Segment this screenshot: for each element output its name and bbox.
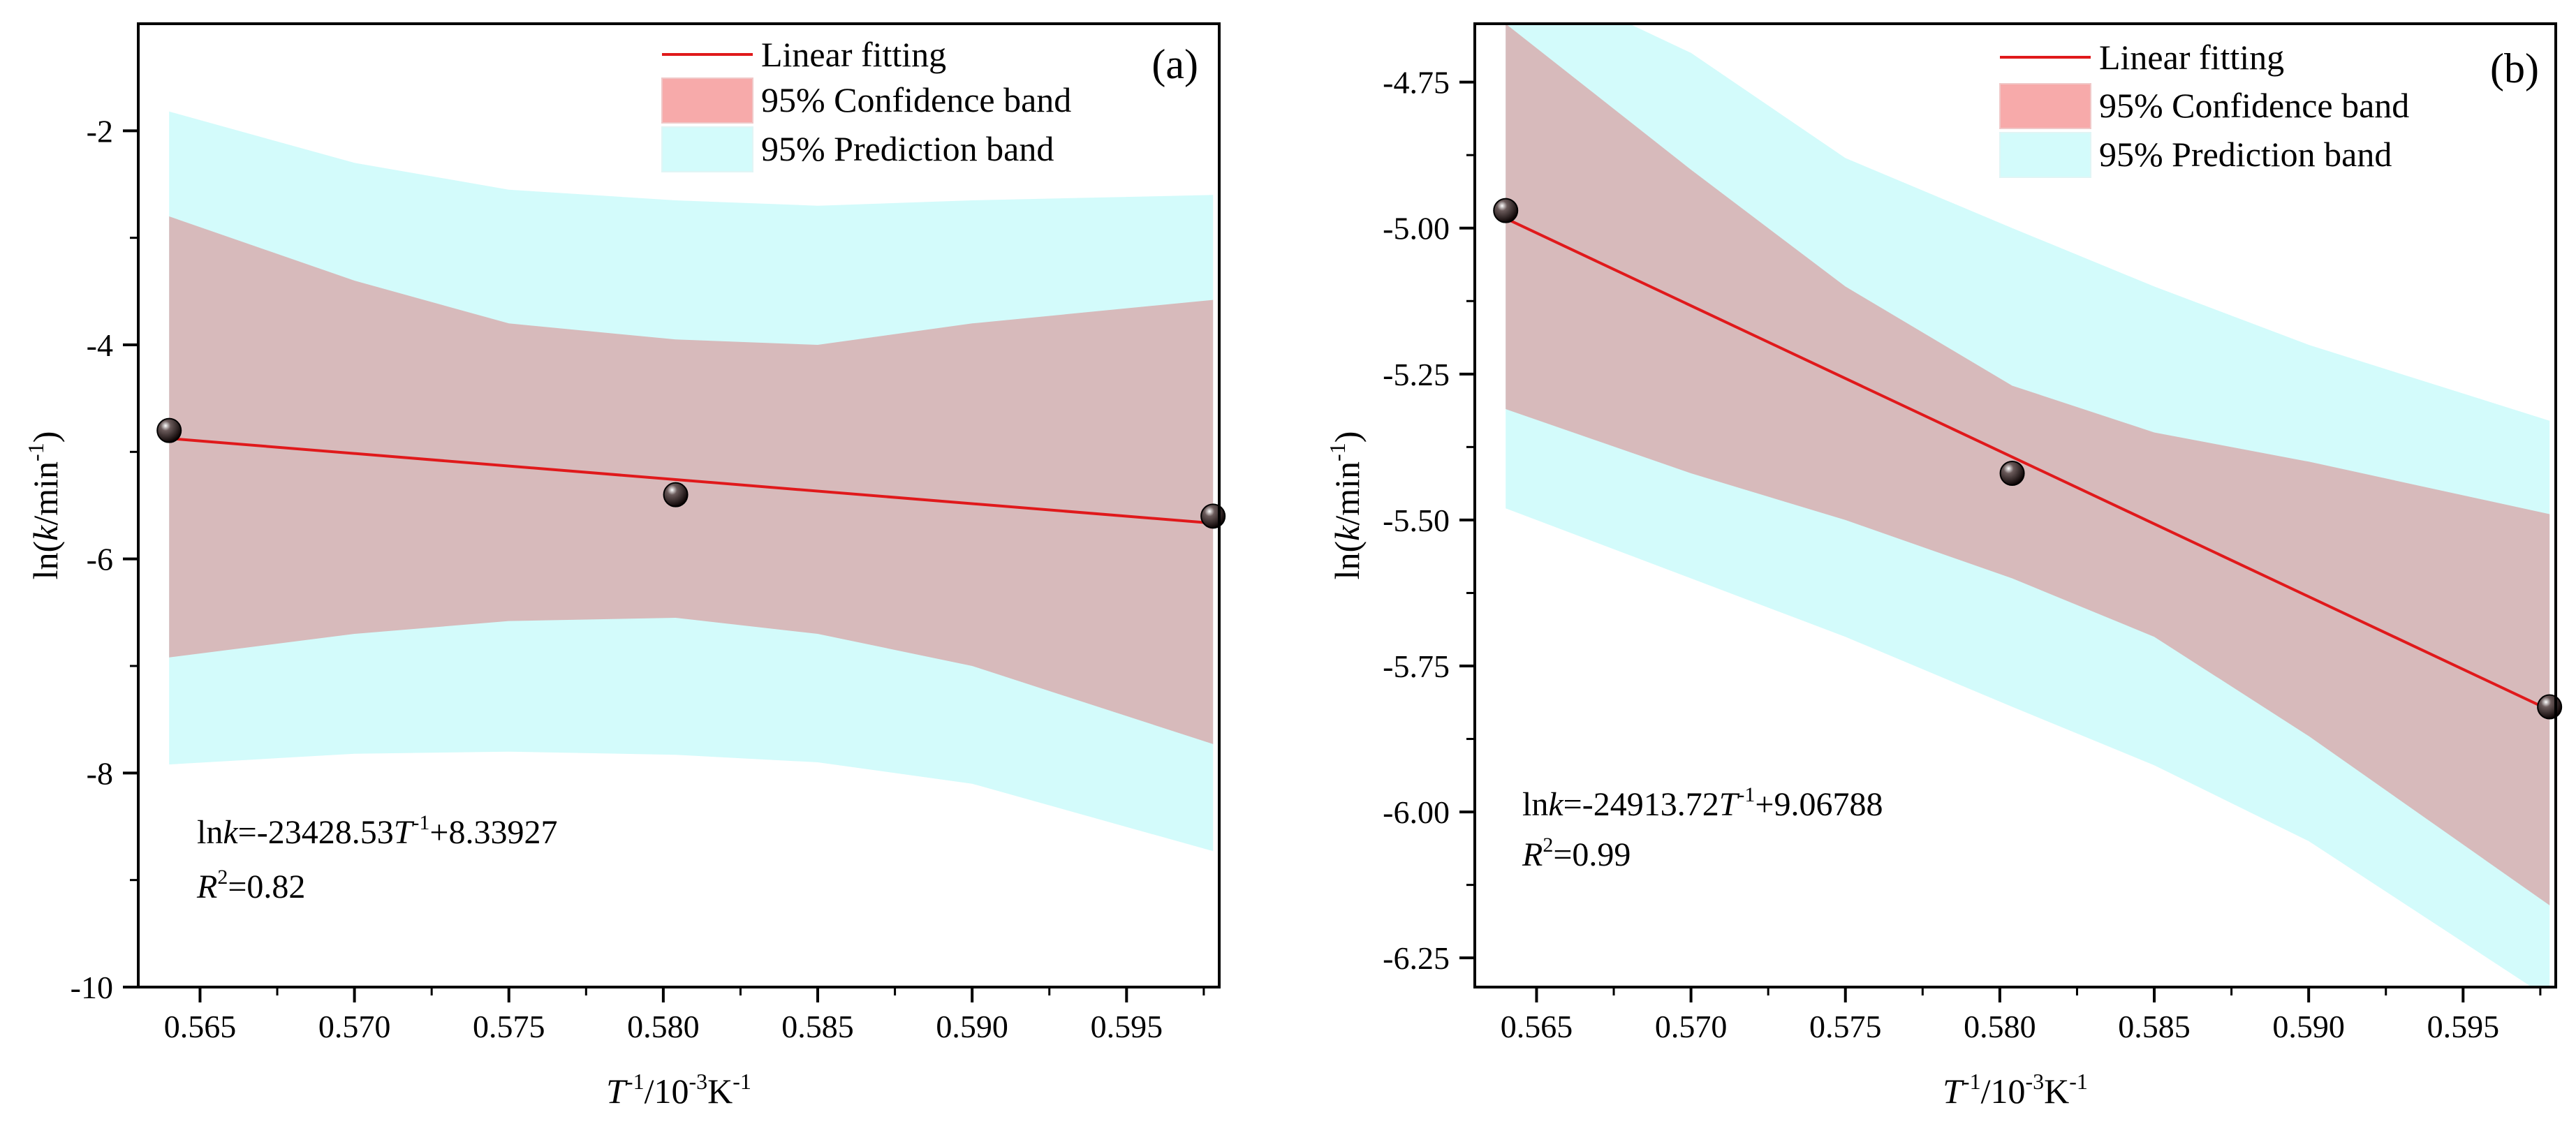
y-axis-ticks: -4.75 -5.00 -5.25 -5.50 -5.75 -6.00 -6.25: [1383, 65, 1475, 976]
panel-label: (a): [1151, 41, 1198, 87]
plot-frame: [137, 22, 1221, 988]
x-tick-label: 0.575: [1809, 1009, 1882, 1044]
y-tick-label: -8: [87, 755, 113, 791]
legend-prediction-swatch: [1999, 132, 2091, 178]
x-tick-label: 0.585: [781, 1009, 854, 1044]
x-tick-label: 0.585: [2118, 1009, 2191, 1044]
legend-confidence-label: 95% Confidence band: [2099, 86, 2409, 125]
x-tick-label: 0.595: [2427, 1009, 2500, 1044]
y-tick-label: -4.75: [1383, 65, 1450, 101]
panel-label: (b): [2490, 45, 2539, 91]
y-tick-label: -5.75: [1383, 649, 1450, 684]
panel-b: 0.565 0.570 0.575 0.580 0.585 0.590 0.595 -4.7…: [1325, 22, 2563, 1111]
data-point: [1493, 198, 1519, 223]
y-tick-label: -5.00: [1383, 211, 1450, 246]
legend-confidence-label: 95% Confidence band: [761, 80, 1071, 119]
data-point: [156, 417, 182, 443]
y-tick-label: -10: [71, 970, 113, 1005]
r-squared: R2=0.82: [196, 866, 305, 905]
y-tick-label: -4: [87, 327, 113, 363]
x-axis-title: T-1/10-3K-1: [1943, 1069, 2088, 1111]
x-tick-label: 0.565: [1501, 1009, 1573, 1044]
fit-line: [1505, 217, 2551, 711]
data-point: [663, 482, 689, 508]
legend-confidence-swatch: [661, 77, 753, 124]
data-point: [1999, 461, 2025, 486]
plot-frame: [1473, 22, 2557, 988]
y-tick-label: -5.50: [1383, 503, 1450, 538]
data-point: [1200, 503, 1226, 529]
x-tick-label: 0.565: [164, 1009, 237, 1044]
panel-a: 0.565 0.570 0.575 0.580 0.585 0.590 0.595 -2 -4…: [23, 22, 1226, 1111]
y-axis-title: ln(k/min-1): [1325, 431, 1367, 580]
data-point: [2537, 694, 2563, 720]
y-axis-title: ln(k/min-1): [23, 431, 65, 580]
x-tick-label: 0.580: [1964, 1009, 2036, 1044]
fit-equation: lnk=-24913.72T-1+9.06788: [1522, 783, 1883, 823]
legend: Linear fitting 95% Confidence band 95% P…: [1999, 38, 2409, 178]
x-tick-label: 0.570: [318, 1009, 391, 1044]
legend: Linear fitting 95% Confidence band 95% P…: [661, 35, 1071, 172]
legend-fit-label: Linear fitting: [761, 35, 946, 74]
fit-line: [169, 437, 1214, 525]
y-tick-label: -6: [87, 542, 113, 577]
legend-fit-label: Linear fitting: [2099, 38, 2284, 77]
y-tick-label: -5.25: [1383, 357, 1450, 392]
y-tick-label: -6.00: [1383, 794, 1450, 830]
y-tick-label: -6.25: [1383, 940, 1450, 976]
legend-prediction-swatch: [661, 126, 753, 172]
legend-prediction-label: 95% Prediction band: [2099, 135, 2392, 174]
y-tick-label: -2: [87, 113, 113, 149]
x-axis-ticks: 0.565 0.570 0.575 0.580 0.585 0.590 0.595: [164, 987, 1205, 1044]
r-squared: R2=0.99: [1522, 834, 1631, 873]
x-tick-label: 0.595: [1091, 1009, 1163, 1044]
x-tick-label: 0.570: [1655, 1009, 1728, 1044]
x-tick-label: 0.580: [627, 1009, 700, 1044]
x-axis-title: T-1/10-3K-1: [606, 1069, 751, 1111]
legend-confidence-swatch: [1999, 83, 2091, 129]
fit-equation: lnk=-23428.53T-1+8.33927: [197, 811, 558, 851]
x-tick-label: 0.590: [2272, 1009, 2345, 1044]
y-axis-ticks: -2 -4 -6 -8 -10: [71, 113, 138, 1005]
x-axis-ticks: 0.565 0.570 0.575 0.580 0.585 0.590 0.595: [1501, 987, 2542, 1044]
x-tick-label: 0.590: [936, 1009, 1008, 1044]
x-tick-label: 0.575: [473, 1009, 545, 1044]
legend-prediction-label: 95% Prediction band: [761, 129, 1054, 168]
